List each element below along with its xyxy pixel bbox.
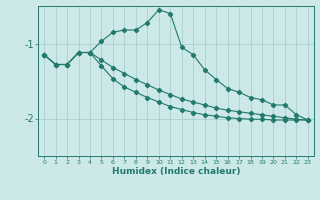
X-axis label: Humidex (Indice chaleur): Humidex (Indice chaleur)	[112, 167, 240, 176]
